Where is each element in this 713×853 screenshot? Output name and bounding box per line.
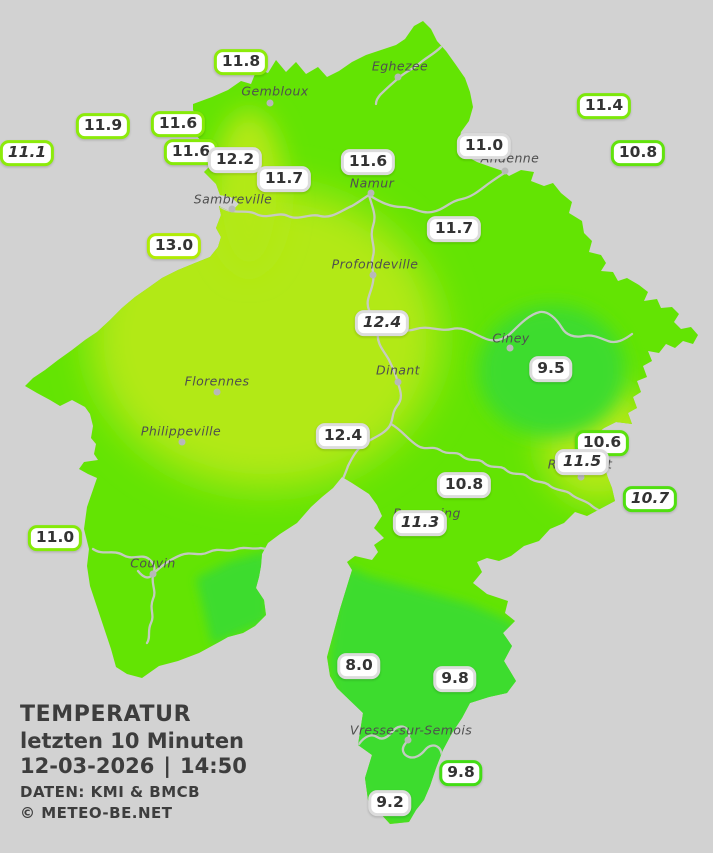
datetime-line: 12-03-2026 | 14:50 [20, 754, 247, 779]
cool-zone-ciney [478, 305, 626, 437]
date-text: 12-03-2026 [20, 754, 155, 778]
time-text: 14:50 [180, 754, 247, 778]
data-source-line: DATEN: KMI & BMCB [20, 783, 201, 801]
cool-zone-couvin [196, 551, 267, 645]
river-meuse-north [367, 170, 508, 214]
copyright-line: © METEO-BE.NET [20, 804, 173, 822]
subtitle: letzten 10 Minuten [20, 729, 245, 753]
river-eau-noire-branch [145, 573, 156, 645]
river-lesse [389, 422, 610, 516]
page-title: TEMPERATUR [20, 702, 192, 727]
date-time-separator: | [163, 754, 171, 778]
warm-zone-gembloux [213, 110, 285, 274]
river-eau-noire [91, 546, 268, 579]
river-sambre [219, 193, 371, 219]
map-title-block: TEMPERATUR letzten 10 Minuten 12-03-2026… [20, 701, 247, 823]
river-bocq [376, 310, 634, 344]
